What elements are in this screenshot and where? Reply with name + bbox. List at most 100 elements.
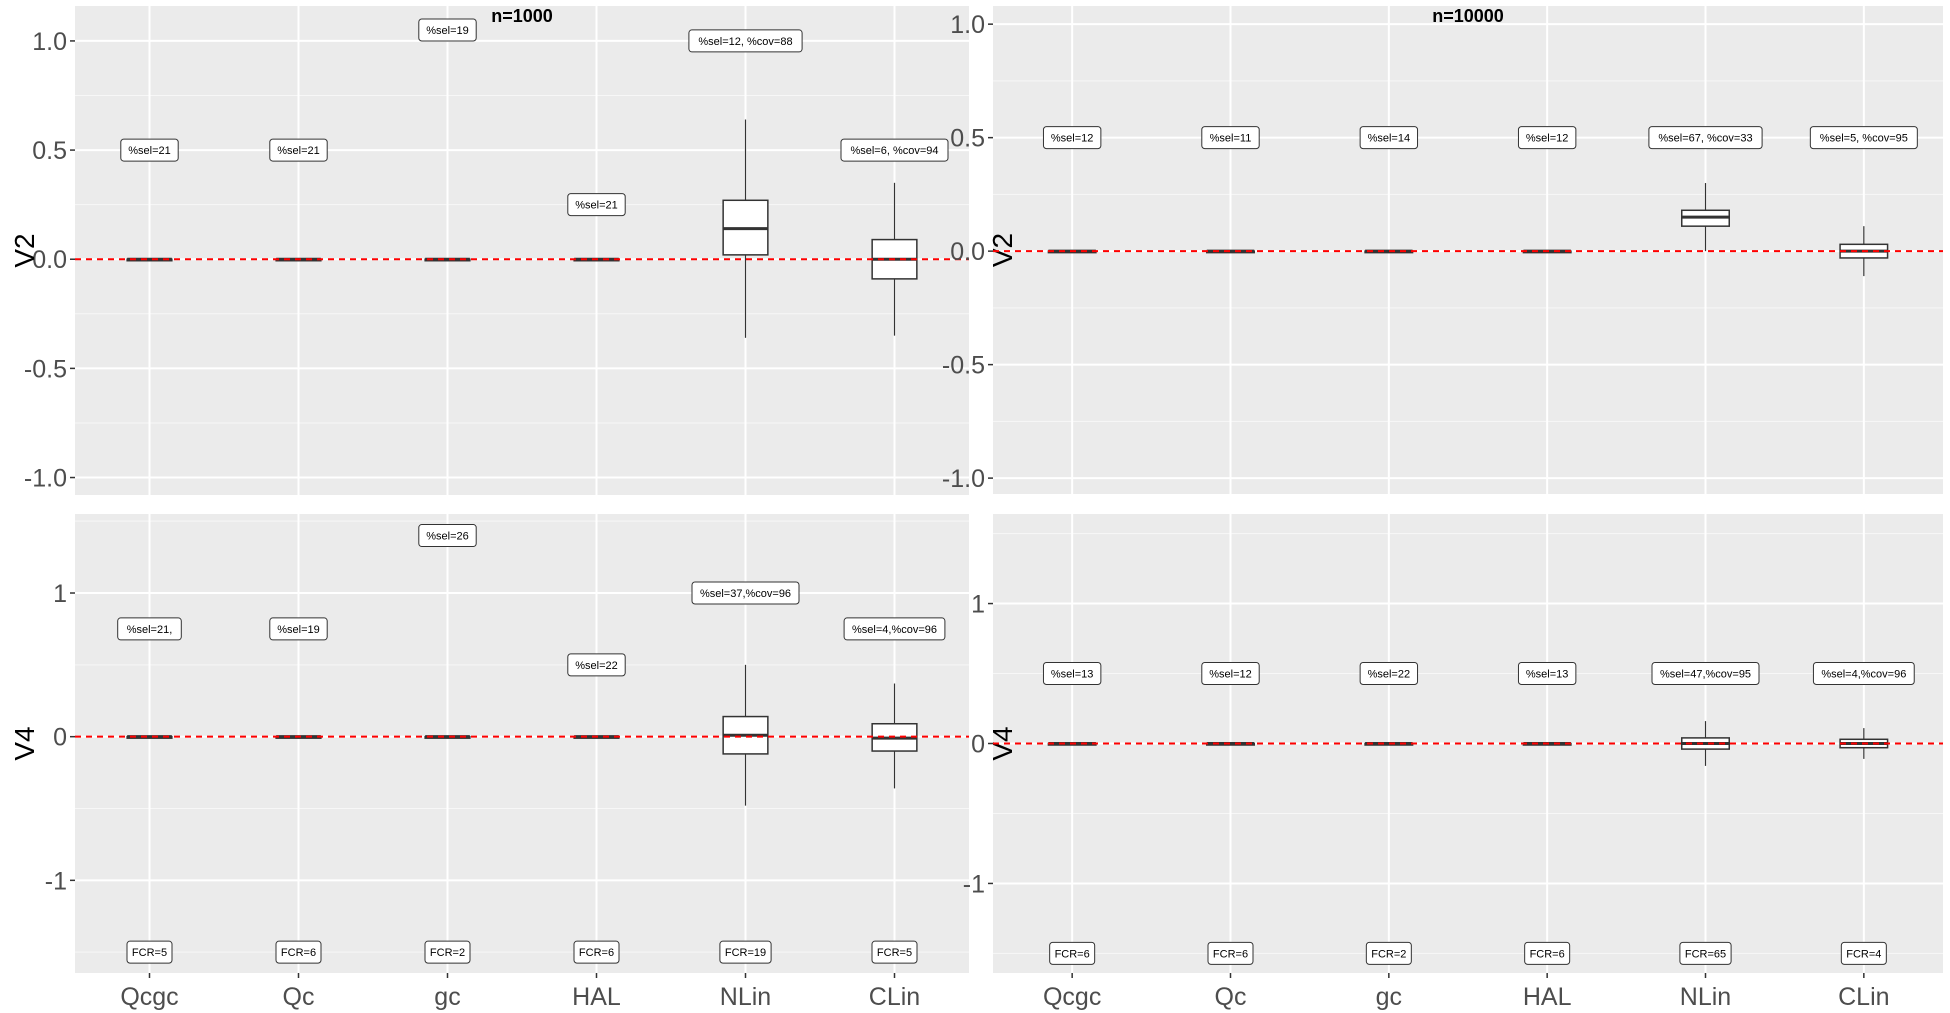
fcr-label: FCR=2 xyxy=(424,940,471,964)
fcr-label: FCR=4 xyxy=(1840,941,1887,965)
x-tick-label: CLin xyxy=(869,983,920,1011)
fcr-label-text: FCR=5 xyxy=(132,947,167,959)
selection-label-text: %sel=12 xyxy=(1051,133,1094,145)
fcr-label-text: FCR=2 xyxy=(1371,948,1406,960)
selection-label-box xyxy=(843,617,946,641)
fcr-label-text: FCR=2 xyxy=(430,947,465,959)
panel-1: 1.0 0.5 0.0 -0.5 -1.0 V2 n=10000 %sel=12 %sel=11… xyxy=(942,6,1943,494)
selection-label: %sel=13 xyxy=(1517,662,1577,686)
x-tick-label: HAL xyxy=(1523,983,1572,1011)
box-NLin xyxy=(722,119,769,338)
fcr-label: FCR=6 xyxy=(275,940,322,964)
selection-label-box xyxy=(1517,662,1577,686)
y-tick-label: -1 xyxy=(45,867,67,895)
selection-label-box xyxy=(117,617,182,641)
selection-label-text: %sel=4,%cov=96 xyxy=(852,624,937,636)
fcr-label-box xyxy=(275,940,322,964)
selection-label: %sel=67, %cov=33 xyxy=(1648,126,1763,150)
y-tick-label: -0.5 xyxy=(24,355,67,383)
selection-label: %sel=21, xyxy=(117,617,182,641)
selection-label: %sel=4,%cov=96 xyxy=(843,617,946,641)
y-tick-label: 0.0 xyxy=(950,238,985,266)
selection-label-text: %sel=21 xyxy=(575,200,618,212)
fcr-label-text: FCR=6 xyxy=(579,947,614,959)
selection-label: %sel=22 xyxy=(1359,662,1419,686)
selection-label-text: %sel=12 xyxy=(1209,669,1252,681)
y-tick-label: 0.0 xyxy=(32,246,67,274)
selection-label-box xyxy=(1517,126,1577,150)
selection-label-box xyxy=(269,617,328,641)
y-tick-label: 0.5 xyxy=(32,137,67,165)
selection-label-box xyxy=(691,581,800,605)
selection-label-box xyxy=(1201,662,1260,686)
selection-label: %sel=21 xyxy=(567,193,626,217)
fcr-label-box xyxy=(126,940,173,964)
fcr-label-text: FCR=6 xyxy=(1055,948,1090,960)
y-tick-label: -1.0 xyxy=(942,465,985,493)
selection-label-box xyxy=(567,193,626,217)
selection-label: %sel=37,%cov=96 xyxy=(691,581,800,605)
y-tick-label: 0 xyxy=(53,724,67,752)
fcr-label: FCR=6 xyxy=(573,940,620,964)
fcr-label-box xyxy=(1049,941,1096,965)
fcr-label-box xyxy=(719,940,772,964)
selection-label-text: %sel=21 xyxy=(277,145,320,157)
fcr-label-text: FCR=6 xyxy=(1530,948,1565,960)
selection-label-box xyxy=(1042,662,1102,686)
fcr-label-text: FCR=19 xyxy=(725,947,766,959)
fcr-label: FCR=2 xyxy=(1365,941,1412,965)
selection-label: %sel=14 xyxy=(1359,126,1419,150)
x-tick-label: gc xyxy=(434,983,460,1011)
selection-label: %sel=11 xyxy=(1201,126,1260,150)
selection-label-box xyxy=(1201,126,1260,150)
fcr-label-box xyxy=(1840,941,1887,965)
fcr-label-box xyxy=(1679,941,1732,965)
selection-label-text: %sel=4,%cov=96 xyxy=(1821,669,1906,681)
selection-label-text: %sel=5, %cov=95 xyxy=(1820,133,1908,145)
fcr-label: FCR=65 xyxy=(1679,941,1732,965)
selection-label-text: %sel=22 xyxy=(575,660,618,672)
selection-label-text: %sel=12, %cov=88 xyxy=(698,36,792,48)
fcr-label-text: FCR=4 xyxy=(1846,948,1881,960)
selection-label-box xyxy=(120,138,179,162)
plot-background xyxy=(993,6,1943,494)
x-tick-label: gc xyxy=(1376,983,1402,1011)
y-axis-label: V2 xyxy=(9,233,40,267)
selection-label-text: %sel=47,%cov=95 xyxy=(1660,669,1751,681)
y-axis-label: V4 xyxy=(987,726,1018,760)
selection-label: %sel=12 xyxy=(1201,662,1260,686)
selection-label: %sel=21 xyxy=(269,138,328,162)
selection-label: %sel=5, %cov=95 xyxy=(1809,126,1918,150)
plot-background xyxy=(75,514,969,973)
fcr-label-text: FCR=6 xyxy=(1213,948,1248,960)
panel-title: n=10000 xyxy=(1432,6,1504,26)
y-tick-label: -0.5 xyxy=(942,352,985,380)
y-tick-label: 1.0 xyxy=(950,11,985,39)
x-tick-label: Qc xyxy=(1215,983,1247,1011)
fcr-label-box xyxy=(1524,941,1571,965)
y-tick-label: 1 xyxy=(971,591,985,619)
y-axis-label: V2 xyxy=(987,233,1018,267)
selection-label-box xyxy=(1809,126,1918,150)
y-tick-label: 1 xyxy=(53,580,67,608)
selection-label-text: %sel=37,%cov=96 xyxy=(700,588,791,600)
fcr-label-text: FCR=65 xyxy=(1685,948,1726,960)
selection-label-box xyxy=(269,138,328,162)
selection-label-text: %sel=6, %cov=94 xyxy=(850,145,938,157)
fcr-label: FCR=6 xyxy=(1207,941,1254,965)
selection-label-box xyxy=(1651,662,1760,686)
fcr-label-box xyxy=(1207,941,1254,965)
selection-label: %sel=12, %cov=88 xyxy=(688,29,803,53)
fcr-label: FCR=6 xyxy=(1524,941,1571,965)
selection-label-box xyxy=(418,18,477,42)
fcr-label-box xyxy=(1365,941,1412,965)
selection-label-box xyxy=(1812,662,1915,686)
selection-label-box xyxy=(1648,126,1763,150)
selection-label-text: %sel=21, xyxy=(127,624,173,636)
selection-label-text: %sel=11 xyxy=(1210,133,1252,145)
selection-label-text: %sel=12 xyxy=(1526,133,1569,145)
selection-label-text: %sel=22 xyxy=(1368,669,1411,681)
